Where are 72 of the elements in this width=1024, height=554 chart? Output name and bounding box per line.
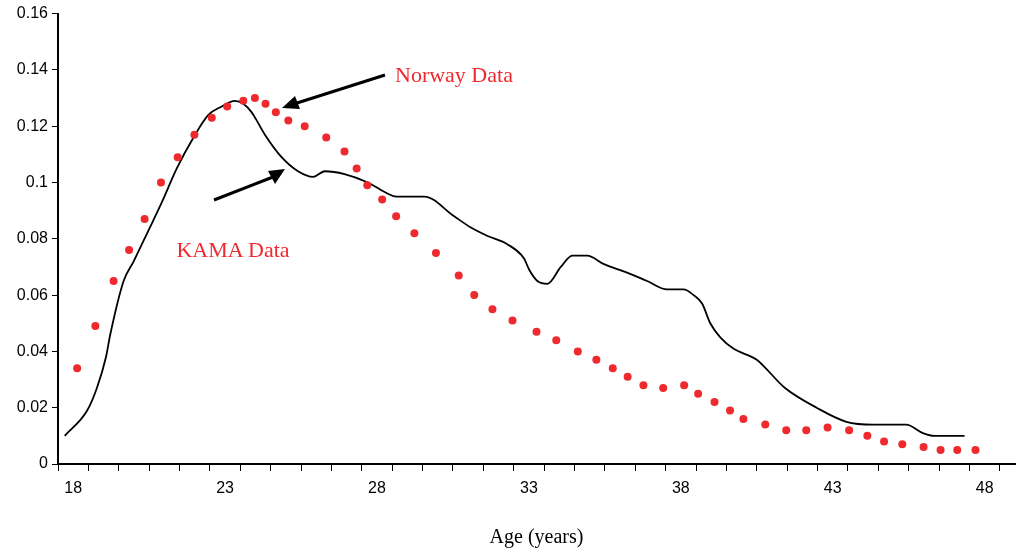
point xyxy=(392,212,401,221)
y-tick-label: 0.12 xyxy=(16,116,49,134)
point xyxy=(271,108,280,117)
point xyxy=(971,445,980,454)
x-axis-title: Age (years) xyxy=(489,525,584,549)
point xyxy=(953,445,962,454)
point xyxy=(470,291,479,300)
point xyxy=(352,164,361,173)
point xyxy=(659,384,668,392)
x-tick-label: 38 xyxy=(671,479,690,497)
point xyxy=(694,389,703,398)
x-tick-label: 28 xyxy=(368,479,386,497)
point xyxy=(782,426,791,435)
point xyxy=(140,215,149,224)
y-tick-label: 0.14 xyxy=(16,60,49,78)
point xyxy=(726,406,735,415)
x-tick-label: 43 xyxy=(823,479,842,497)
point xyxy=(378,195,387,204)
point xyxy=(802,426,811,435)
x-tick-label: 18 xyxy=(64,479,83,497)
point xyxy=(936,445,945,454)
point xyxy=(898,440,907,449)
y-tick-label: 0.1 xyxy=(25,172,49,190)
point xyxy=(863,431,872,440)
point xyxy=(363,181,372,190)
point xyxy=(573,347,582,356)
point xyxy=(532,327,541,336)
y-tick-label: 0.06 xyxy=(16,285,49,303)
point xyxy=(250,94,259,103)
y-tick-label: 0.04 xyxy=(16,341,49,359)
y-tick-label: 0.16 xyxy=(16,4,49,22)
point xyxy=(431,248,440,257)
point xyxy=(592,355,601,364)
point xyxy=(608,364,617,373)
y-tick-label: 0.02 xyxy=(16,398,49,416)
point xyxy=(761,420,770,429)
point xyxy=(488,305,497,314)
x-tick-label: 48 xyxy=(975,479,994,497)
point xyxy=(919,443,928,452)
point xyxy=(623,372,632,381)
point xyxy=(223,102,232,111)
point xyxy=(322,133,331,142)
annotation: KAMA Data xyxy=(176,236,290,262)
point xyxy=(739,414,748,423)
point xyxy=(239,96,248,105)
point xyxy=(173,153,182,162)
y-tick-label: 0 xyxy=(39,454,49,472)
point xyxy=(156,178,165,187)
point xyxy=(680,381,689,390)
point xyxy=(190,130,199,139)
point xyxy=(454,271,463,280)
point xyxy=(410,229,419,238)
point xyxy=(340,147,349,156)
point xyxy=(845,426,854,435)
point xyxy=(880,437,889,446)
point xyxy=(73,364,82,373)
point xyxy=(91,322,100,331)
y-tick-label: 0.08 xyxy=(16,229,49,247)
point xyxy=(710,398,719,407)
point xyxy=(261,99,270,108)
point xyxy=(552,336,561,345)
point xyxy=(109,277,118,286)
point xyxy=(300,122,309,131)
point xyxy=(639,381,648,390)
x-tick-label: 33 xyxy=(520,479,538,497)
point xyxy=(207,113,216,122)
point xyxy=(508,316,517,325)
point xyxy=(823,423,832,432)
annotation: Norway Data xyxy=(395,61,514,87)
point xyxy=(284,116,293,125)
point xyxy=(125,246,134,255)
x-tick-label: 23 xyxy=(216,479,235,497)
